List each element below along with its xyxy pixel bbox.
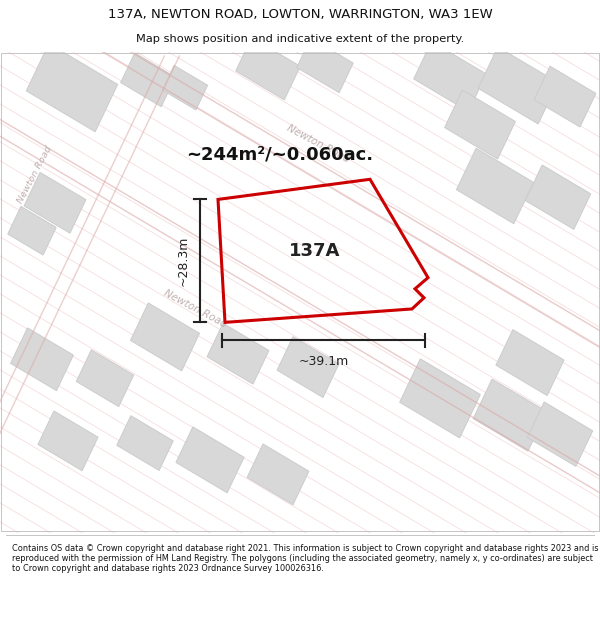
Polygon shape	[176, 427, 244, 493]
Text: Map shows position and indicative extent of the property.: Map shows position and indicative extent…	[136, 34, 464, 44]
Polygon shape	[247, 444, 309, 505]
Polygon shape	[297, 38, 353, 92]
Text: Contains OS data © Crown copyright and database right 2021. This information is : Contains OS data © Crown copyright and d…	[12, 544, 599, 573]
Polygon shape	[525, 165, 591, 229]
Polygon shape	[445, 90, 515, 159]
Polygon shape	[534, 66, 596, 127]
Polygon shape	[207, 323, 269, 384]
Polygon shape	[76, 350, 134, 407]
Polygon shape	[38, 411, 98, 471]
Polygon shape	[26, 44, 118, 132]
Polygon shape	[414, 41, 486, 111]
Polygon shape	[277, 337, 339, 398]
Text: 137A: 137A	[289, 242, 341, 260]
Polygon shape	[117, 416, 173, 471]
Polygon shape	[496, 329, 564, 396]
Text: ~28.3m: ~28.3m	[177, 236, 190, 286]
Polygon shape	[24, 173, 86, 233]
Polygon shape	[121, 53, 175, 107]
Text: ~39.1m: ~39.1m	[298, 355, 349, 367]
Polygon shape	[457, 148, 533, 224]
Text: Newton Road: Newton Road	[16, 144, 54, 205]
Text: ~244m²/~0.060ac.: ~244m²/~0.060ac.	[187, 146, 374, 164]
Polygon shape	[400, 359, 481, 438]
Polygon shape	[473, 379, 547, 451]
Polygon shape	[478, 47, 558, 124]
Text: Newton Road: Newton Road	[285, 122, 351, 164]
Polygon shape	[8, 206, 56, 255]
Polygon shape	[163, 66, 208, 110]
Text: 137A, NEWTON ROAD, LOWTON, WARRINGTON, WA3 1EW: 137A, NEWTON ROAD, LOWTON, WARRINGTON, W…	[107, 8, 493, 21]
Text: Newton Road: Newton Road	[162, 288, 228, 330]
Polygon shape	[130, 303, 200, 371]
Polygon shape	[236, 38, 300, 100]
Polygon shape	[527, 402, 593, 466]
Polygon shape	[11, 328, 73, 391]
